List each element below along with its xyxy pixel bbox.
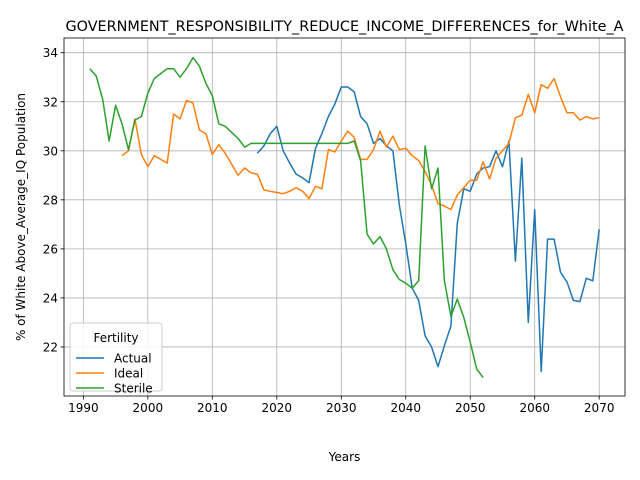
- y-tick-label: 26: [43, 242, 58, 256]
- x-tick-label: 2030: [326, 401, 357, 415]
- x-tick-label: 2070: [584, 401, 615, 415]
- x-tick-label: 2020: [262, 401, 293, 415]
- y-tick-label: 28: [43, 193, 58, 207]
- y-tick-label: 30: [43, 144, 58, 158]
- x-tick-label: 2040: [390, 401, 421, 415]
- legend-label-actual: Actual: [114, 352, 152, 366]
- y-tick-label: 22: [43, 340, 58, 354]
- x-tick-label: 2060: [519, 401, 550, 415]
- legend-box: [69, 322, 163, 392]
- y-tick-label: 24: [43, 291, 58, 305]
- x-tick-label: 2050: [455, 401, 486, 415]
- y-axis-label: % of White Above_Average_IQ Population: [14, 93, 28, 341]
- y-tick-label: 34: [43, 46, 58, 60]
- plot-frame: [63, 37, 626, 397]
- axis-ticks: 1990 2000 2010 2020 2030 2040 2050 2060 2070 22 24…: [43, 46, 615, 415]
- series-lines: [89, 56, 600, 379]
- legend-title: Fertility: [93, 331, 138, 345]
- legend-label-sterile: Sterile: [114, 382, 153, 396]
- legend-label-ideal: Ideal: [114, 367, 143, 381]
- x-tick-label: 2000: [133, 401, 164, 415]
- series-line-actual: [256, 86, 600, 373]
- x-tick-label: 2010: [197, 401, 228, 415]
- chart-title: GOVERNMENT_RESPONSIBILITY_REDUCE_INCOME_…: [65, 19, 623, 35]
- x-axis-label: Years: [328, 450, 361, 464]
- x-tick-label: 1990: [68, 401, 99, 415]
- y-tick-label: 32: [43, 95, 58, 109]
- series-line-sterile: [89, 56, 484, 379]
